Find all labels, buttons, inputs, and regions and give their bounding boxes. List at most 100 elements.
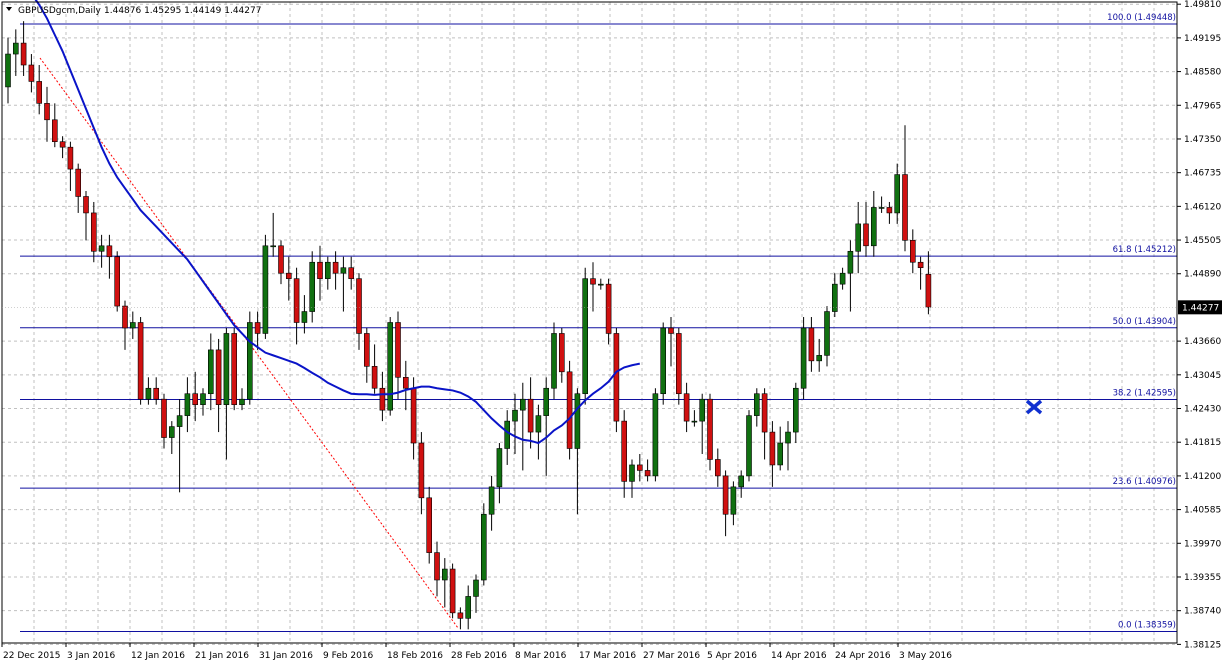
chart-header: GBPUSDgcm,Daily 1.44876 1.45295 1.44149 … (6, 6, 261, 16)
candle-bullish (98, 234, 105, 268)
candle-bearish (886, 201, 893, 224)
candle-bearish (59, 136, 66, 159)
candle-bullish (200, 388, 206, 416)
candle-bullish (582, 267, 589, 405)
x-tick-label: 5 Apr 2016 (707, 651, 757, 661)
candle-bullish (800, 317, 807, 400)
y-tick-label: 1.39970 (1184, 539, 1221, 549)
candle-bearish (83, 191, 89, 241)
candle-body (761, 393, 768, 433)
candle-bearish (44, 86, 50, 142)
candle-body (566, 371, 573, 449)
candle-body (215, 349, 222, 405)
candle-body (449, 568, 456, 614)
candle-bullish (387, 317, 394, 416)
x-tick-label: 18 Feb 2016 (387, 651, 443, 661)
candle-body (636, 464, 643, 471)
candle-body (543, 387, 550, 416)
candle-body (652, 393, 659, 477)
candle-bullish (145, 377, 152, 405)
candle-bullish (223, 327, 230, 460)
candle-body (223, 333, 230, 405)
x-tick-label: 22 Dec 2015 (3, 651, 61, 661)
candle-body (122, 305, 128, 329)
candle-bullish (488, 475, 495, 531)
candle-body (402, 376, 409, 389)
candle-body (621, 420, 628, 482)
candle-body (909, 240, 916, 263)
candle-bullish (785, 421, 791, 471)
candle-body (683, 393, 690, 422)
x-marker-icon (1025, 399, 1043, 415)
candle-body (137, 322, 144, 400)
candle-body (20, 42, 27, 66)
candle-bullish (5, 37, 11, 104)
candle-bearish (722, 470, 729, 537)
candle-bearish (457, 607, 464, 630)
candle-bearish (644, 459, 651, 482)
candle-bearish (566, 360, 573, 460)
candle-bearish (371, 344, 378, 394)
candle-bearish (106, 234, 113, 279)
candle-bearish (636, 453, 643, 482)
candle-body (878, 207, 885, 209)
x-tick-label: 12 Jan 2016 (131, 651, 185, 661)
candle-body (67, 146, 74, 170)
candle-body (839, 272, 846, 285)
candle-body (363, 333, 370, 367)
candle-body (262, 245, 269, 334)
candle-bearish (293, 267, 300, 345)
candle-bullish (691, 410, 698, 427)
x-tick-label: 3 May 2016 (899, 651, 952, 661)
candle-bullish (535, 404, 542, 460)
candle-body (348, 267, 355, 279)
candle-body (613, 333, 620, 422)
candle-bearish (683, 382, 690, 433)
candle-body (870, 207, 877, 247)
candle-body (527, 398, 534, 433)
candle-bearish (285, 256, 292, 301)
candle-body (176, 415, 183, 427)
candle-bullish (777, 426, 784, 471)
candle-bullish (309, 251, 316, 323)
x-tick-label: 3 Jan 2016 (67, 651, 115, 661)
current-price-label: 1.44277 (1182, 303, 1219, 313)
candle-bearish (902, 125, 908, 252)
candle-body (488, 486, 495, 515)
candle-body (675, 333, 682, 395)
candle-body (753, 393, 760, 416)
y-tick-label: 1.48580 (1184, 68, 1221, 78)
candle-body (917, 261, 924, 269)
candle-bearish (418, 432, 425, 515)
candle-bullish (652, 388, 659, 482)
candle-bullish (473, 574, 479, 613)
candle-bearish (363, 327, 370, 383)
candle-bearish (449, 563, 456, 619)
candle-bullish (746, 410, 752, 482)
candle-body (200, 393, 206, 405)
candle-bearish (395, 311, 401, 400)
candle-body (707, 398, 713, 460)
candle-bearish (91, 201, 97, 263)
candle-bullish (847, 240, 854, 312)
candle-bearish (348, 256, 355, 290)
x-tick-label: 8 Mar 2016 (515, 651, 567, 661)
candle-bullish (512, 393, 518, 454)
candle-body (668, 327, 674, 334)
candle-bullish (169, 421, 175, 454)
moving-average-line (34, 0, 641, 445)
candle-body (816, 355, 823, 362)
candle-body (317, 261, 323, 279)
candle-body (285, 272, 292, 279)
candle-bearish (122, 300, 128, 350)
y-tick-label: 1.38740 (1184, 607, 1221, 617)
candle-bullish (247, 311, 253, 405)
candle-body (410, 387, 417, 444)
candle-body (208, 349, 214, 395)
y-tick-label: 1.41200 (1184, 472, 1221, 482)
current-price-box (1178, 300, 1222, 315)
dropdown-triangle-icon[interactable] (6, 7, 12, 11)
candle-body (886, 207, 893, 214)
fib-level-label: 100.0 (1.49448) (1107, 13, 1176, 23)
candle-body (254, 322, 261, 334)
